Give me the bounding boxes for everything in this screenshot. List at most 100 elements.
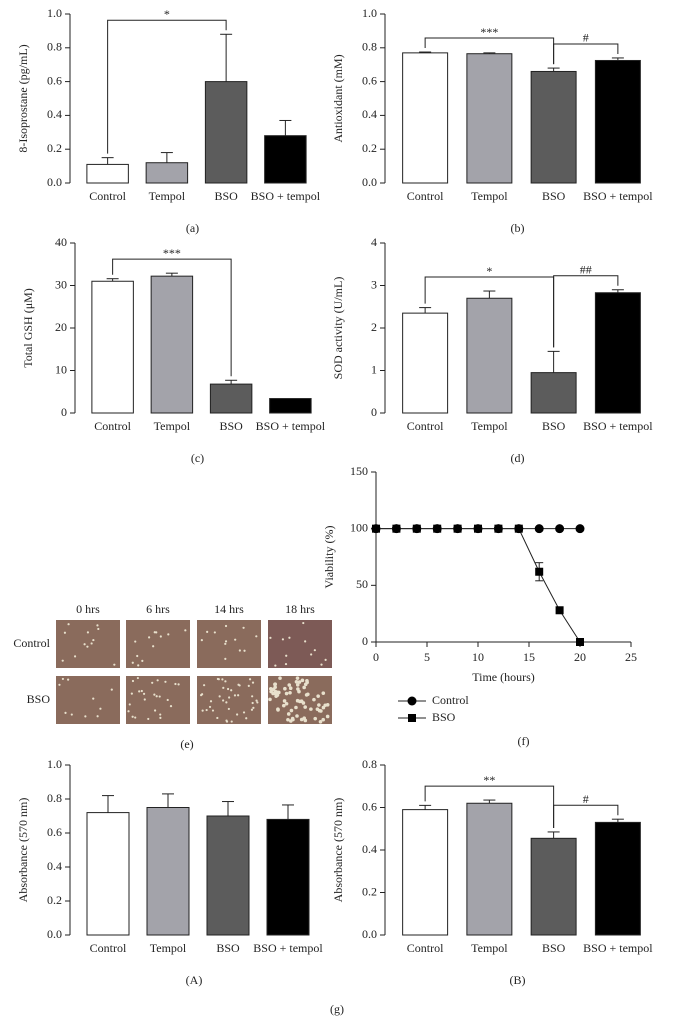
bar — [146, 807, 190, 936]
cell — [310, 653, 313, 656]
cell — [287, 683, 292, 687]
cell — [288, 686, 293, 690]
x-tick-label: BSO — [542, 419, 566, 433]
bar — [206, 815, 250, 936]
significance-label: # — [583, 31, 589, 45]
cell — [252, 706, 255, 709]
cell — [151, 681, 154, 684]
bar — [150, 275, 194, 414]
marker — [535, 567, 544, 576]
cell — [86, 645, 89, 648]
cell — [303, 705, 307, 709]
x-tick-label: BSO + tempol — [253, 941, 323, 955]
cell — [242, 711, 246, 714]
x-tick-label: BSO — [219, 419, 243, 433]
cell — [164, 680, 167, 683]
cell — [131, 679, 135, 683]
cell — [256, 701, 259, 704]
x-tick-label: Control — [407, 419, 444, 433]
marker — [453, 524, 462, 533]
cell — [325, 703, 330, 707]
bar — [530, 70, 577, 184]
y-tick-label: 1 — [371, 362, 377, 376]
cell — [278, 676, 282, 680]
cell — [316, 694, 320, 698]
x-tick-label: BSO — [216, 941, 240, 955]
cell — [222, 686, 225, 689]
x-tick-label: Control — [407, 941, 444, 955]
y-tick-label: 1.0 — [47, 6, 62, 20]
bar — [264, 135, 307, 184]
marker — [555, 524, 565, 534]
y-tick-label: 0.4 — [47, 859, 62, 873]
cell — [227, 707, 230, 711]
cell — [211, 709, 215, 712]
bar — [269, 398, 312, 414]
micrograph — [268, 620, 332, 668]
y-axis-label: Antioxidant (mM) — [331, 54, 345, 142]
x-tick-label: 5 — [424, 650, 430, 664]
x-tick-label: Tempol — [149, 189, 186, 203]
cell — [226, 687, 230, 691]
cell — [147, 717, 150, 721]
cell — [131, 715, 134, 718]
cell — [284, 701, 289, 706]
cell — [320, 663, 323, 666]
y-tick-label: 0.8 — [47, 40, 62, 54]
cell — [97, 627, 100, 631]
cell — [234, 638, 237, 641]
y-axis-label: Absorbance (570 nm) — [16, 798, 30, 903]
panel-caption: (e) — [180, 737, 193, 751]
cell — [67, 678, 70, 681]
cell — [295, 676, 300, 680]
cell — [222, 699, 225, 702]
cell — [294, 705, 298, 710]
cell — [61, 677, 65, 681]
cell — [289, 719, 293, 723]
panel-caption: (f) — [518, 734, 530, 748]
y-tick-label: 0.2 — [47, 893, 62, 907]
x-tick-label: Control — [90, 941, 127, 955]
cell — [230, 720, 233, 723]
bar — [266, 818, 310, 936]
significance-bracket — [107, 19, 227, 154]
significance-bracket — [553, 804, 619, 828]
cell — [318, 719, 323, 724]
bar — [402, 312, 449, 414]
cell — [271, 687, 276, 692]
cell — [288, 690, 292, 695]
bar — [594, 59, 641, 184]
cell — [218, 695, 221, 698]
y-axis-label: SOD activity (U/mL) — [331, 277, 345, 380]
legend-label: Control — [432, 693, 469, 707]
cell — [268, 697, 272, 702]
cell — [64, 711, 67, 715]
y-tick-label: 0.0 — [362, 927, 377, 941]
x-tick-label: Control — [94, 419, 131, 433]
cell — [128, 703, 131, 706]
cell — [224, 680, 227, 683]
cell — [304, 640, 307, 643]
cell — [245, 717, 248, 720]
x-tick-label: BSO — [214, 189, 238, 203]
micrograph — [56, 620, 120, 668]
cell — [224, 624, 228, 628]
bar — [204, 81, 248, 184]
cell — [90, 642, 93, 645]
cell — [321, 717, 326, 722]
cell — [200, 694, 203, 697]
cell — [166, 698, 169, 702]
cell — [269, 689, 273, 694]
marker — [555, 606, 564, 615]
panel-caption: (d) — [511, 451, 525, 465]
y-tick-label: 50 — [356, 577, 368, 591]
cell — [294, 679, 299, 684]
significance-label: * — [486, 264, 492, 278]
x-tick-label: 25 — [625, 650, 637, 664]
cell — [302, 621, 305, 625]
x-tick-label: BSO + tempol — [251, 189, 321, 203]
cell — [99, 707, 102, 710]
cell — [284, 662, 288, 666]
cell — [155, 631, 158, 634]
cell — [134, 640, 137, 643]
